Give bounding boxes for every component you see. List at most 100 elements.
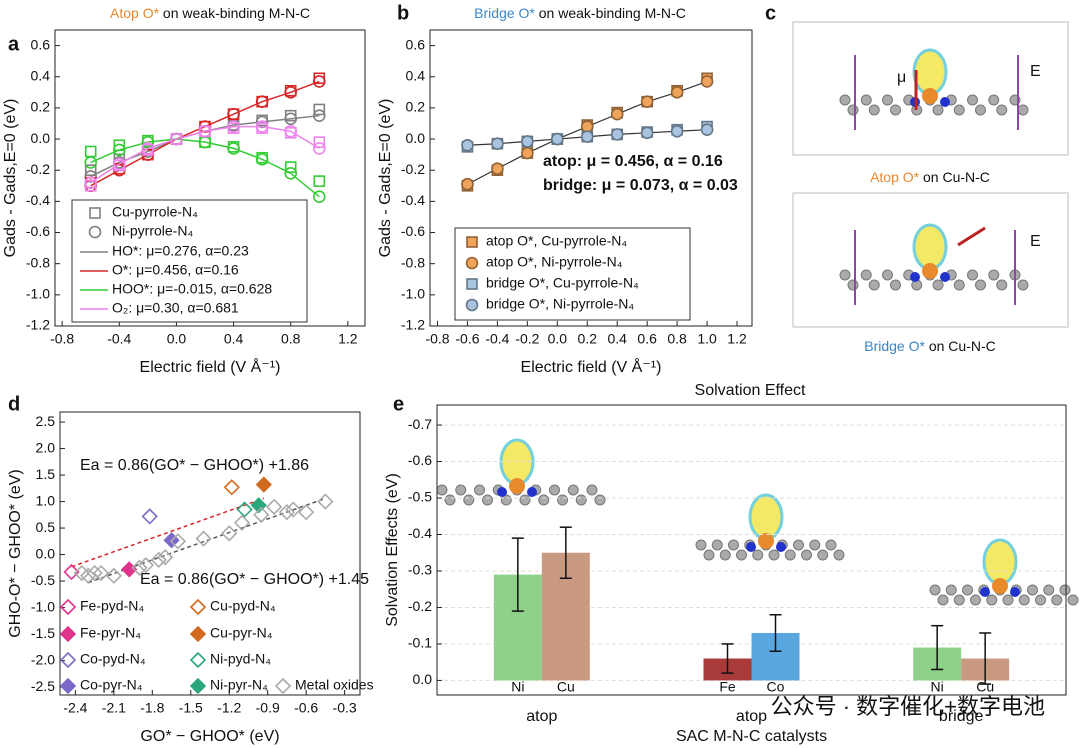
marker [223,479,240,496]
x-tick-label: -0.3 [333,700,357,716]
title-rest: on weak-binding M-N-C [159,5,310,21]
caption: Atop O* on Cu-N-C [870,169,990,185]
group-label: bridge [939,708,984,725]
marker [88,225,102,239]
atom [868,279,880,291]
marker [461,177,474,191]
atom [538,494,550,506]
vector-label: E [1030,63,1041,80]
atom [1002,594,1014,606]
x-tick-label: -1.2 [217,700,241,716]
legend-label: Metal oxides [295,677,374,693]
atom [937,594,949,606]
y-tick-label: 1.5 [36,466,56,482]
marker [84,145,97,158]
marker [640,126,654,140]
y-tick-label: 0.0 [31,130,51,146]
marker [466,236,478,248]
atom [497,487,507,497]
dipole-arrow [957,226,986,247]
x-tick-label: 0.4 [224,331,244,347]
fit-line [71,497,265,568]
x-tick-label: -0.6 [294,700,318,716]
marker [461,138,474,152]
marker [312,109,326,122]
atom [980,587,990,597]
legend-box [454,227,691,321]
atom [776,542,786,552]
marker [298,504,315,521]
caption: Bridge O* on Cu-N-C [864,338,996,354]
atom [1018,594,1030,606]
caption-rest: on Cu-N-C [919,169,990,185]
atom [768,549,780,561]
x-axis-label: SAC M-N-C catalysts [676,728,827,745]
atom [594,494,606,506]
marker [236,501,253,518]
marker [113,139,126,152]
marker [670,124,684,138]
atom [586,484,598,496]
legend-label: O*: μ=0.456, α=0.16 [112,262,239,278]
y-tick-label: 0.2 [31,99,51,115]
x-tick-label: -2.4 [63,700,87,716]
atom [728,539,739,551]
y-tick-label: -0.1 [408,635,432,651]
caption-rest: on Cu-N-C [925,338,996,354]
marker [189,651,207,669]
atom [444,494,456,506]
atom [970,594,981,606]
density [912,48,948,96]
marker [313,175,326,187]
y-tick-label: -0.6 [401,223,425,239]
marker [670,86,684,99]
marker [84,164,97,177]
legend-label: O₂: μ=0.30, α=0.681 [112,300,239,316]
y-tick-label: 0.6 [406,36,426,52]
y-tick-label: -0.6 [26,223,50,239]
y-tick-label: 2.5 [36,413,56,429]
legend-label: Cu-pyr-N₄ [210,625,273,641]
plot-frame [429,29,753,327]
atom [940,97,950,107]
y-tick-label: -1.0 [26,286,50,302]
y-tick-label: 0.0 [36,545,56,561]
caption-highlight: Atop O* [870,169,920,185]
legend-label: Cu-pyrrole-N₄ [112,204,198,220]
marker [312,190,326,203]
atom [839,94,851,106]
image-frame [792,21,1069,156]
panel-letter: e [393,393,404,415]
atom [809,539,821,551]
atom [567,484,579,496]
image-frame [792,192,1069,328]
y-tick-label: -2.5 [31,678,55,694]
marker [313,136,326,148]
atom [482,494,493,506]
y-tick-label: 0.4 [406,67,426,83]
marker [580,130,594,144]
marker [141,508,158,525]
atom [910,272,920,282]
marker [189,625,207,643]
marker [137,557,155,574]
x-tick-label: 1.2 [338,331,358,347]
atom [992,578,1008,594]
x-tick-label: -0.9 [256,700,280,716]
x-tick-label: 0.8 [281,331,301,347]
marker [227,120,240,133]
atom [463,494,475,506]
atom [847,279,859,291]
y-tick-label: -0.2 [408,598,432,614]
marker [255,120,269,133]
fit-line [90,125,320,184]
atom [975,279,986,291]
legend-label: Ni-pyrrole-N₄ [112,223,193,239]
marker [255,153,269,166]
panel-letter: d [8,393,20,415]
marker [63,563,80,581]
marker [84,156,98,169]
marker [284,124,298,138]
chart-title: Atop O* on weak-binding M-N-C [110,5,310,21]
